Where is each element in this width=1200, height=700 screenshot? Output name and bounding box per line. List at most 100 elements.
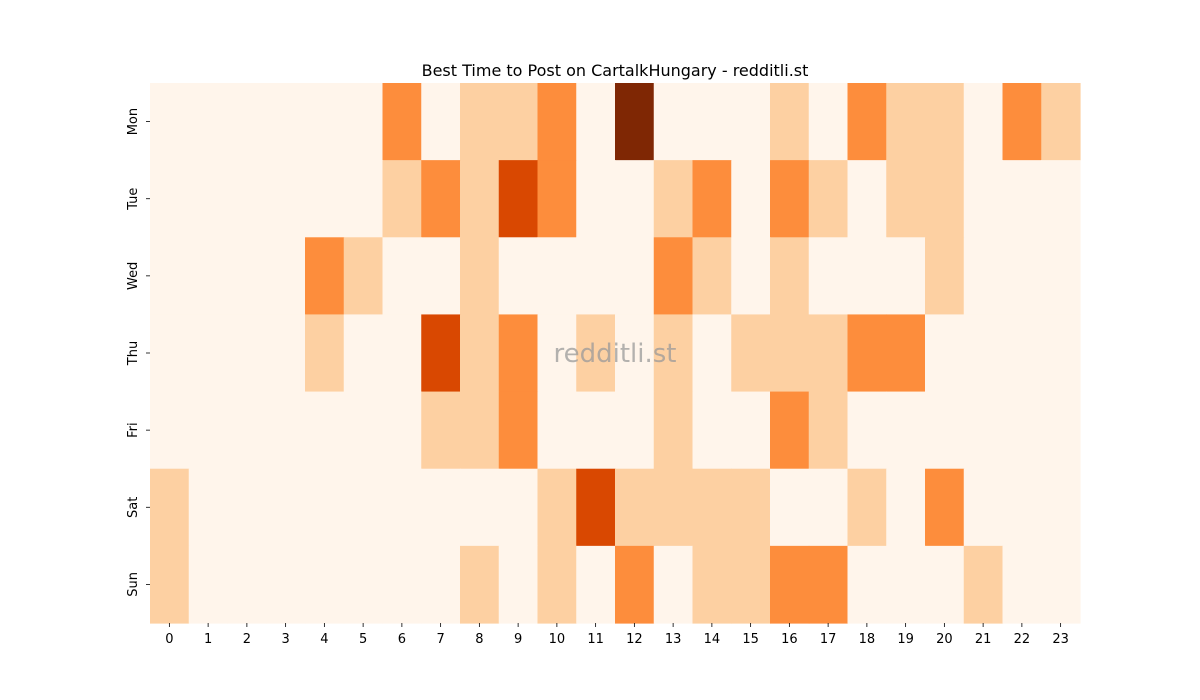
heatmap-cell [343,314,384,393]
heatmap-cell [653,160,694,238]
heatmap-cell [653,314,694,393]
x-tick-label: 22 [1014,632,1031,647]
heatmap-cell [460,391,500,470]
heatmap-cell [1002,391,1042,470]
heatmap-cell [498,391,539,470]
x-tick-label: 2 [243,632,251,647]
heatmap-cell [886,545,926,624]
heatmap-cell [576,83,616,161]
heatmap-cell [227,314,267,393]
heatmap-cell [963,468,1004,547]
heatmap-cell [886,160,926,238]
heatmap-cell [421,160,461,238]
heatmap-cell [343,391,384,470]
heatmap-cell [925,160,965,238]
y-tick-label: Wed [126,262,141,290]
heatmap-cell [1041,160,1081,238]
heatmap-cell [925,314,965,393]
heatmap-cell [343,468,384,547]
heatmap-cell [421,545,461,624]
heatmap-cell [498,83,539,161]
heatmap-cell [615,545,655,624]
heatmap-cell [847,391,887,470]
heatmap-cell [770,237,810,316]
heatmap-cell [188,314,229,393]
heatmap-cell [692,468,732,547]
heatmap-cell [266,237,306,316]
heatmap-cell [963,160,1004,238]
heatmap-cell [498,237,539,316]
x-tick-label: 20 [936,632,953,647]
heatmap-cell [537,237,577,316]
x-tick-label: 16 [781,632,798,647]
x-tick-label: 0 [165,632,173,647]
heatmap-cell [963,545,1004,624]
heatmap-cell [808,314,849,393]
heatmap-cell [1002,160,1042,238]
heatmap-cell [615,468,655,547]
heatmap-cell [731,237,771,316]
heatmap-cell [188,160,229,238]
heatmap-cell [266,314,306,393]
heatmap-cell [808,237,849,316]
heatmap-cell [498,545,539,624]
heatmap-cell [615,237,655,316]
heatmap-cell [925,468,965,547]
heatmap-cell [305,83,345,161]
y-tick-label: Thu [126,341,141,366]
heatmap-cell [886,391,926,470]
x-tick-label: 4 [320,632,328,647]
heatmap-cell [227,391,267,470]
heatmap-cell [731,314,771,393]
heatmap-cell [305,391,345,470]
heatmap-cell [343,545,384,624]
heatmap-cell [731,545,771,624]
heatmap-cell [576,391,616,470]
heatmap-cell [653,545,694,624]
heatmap-cell [188,83,229,161]
heatmap-cell [382,468,422,547]
heatmap-cell [1041,314,1081,393]
heatmap-cell [731,83,771,161]
heatmap-cell [925,391,965,470]
heatmap-cell [808,391,849,470]
x-tick-label: 9 [514,632,522,647]
heatmap-cell [770,545,810,624]
x-tick-label: 19 [897,632,914,647]
heatmap-cell [421,468,461,547]
heatmap-cell [498,314,539,393]
heatmap-cell [266,545,306,624]
heatmap-cell [925,237,965,316]
heatmap-cell [653,468,694,547]
heatmap-cell [150,468,190,547]
heatmap-cell [537,468,577,547]
x-tick-label: 17 [820,632,837,647]
heatmap-cell [227,545,267,624]
heatmap-cell [227,237,267,316]
heatmap-cell [576,160,616,238]
heatmap-cell [692,391,732,470]
heatmap-cell [808,160,849,238]
heatmap-cell [576,468,616,547]
heatmap-cell [460,160,500,238]
heatmap-cell [227,83,267,161]
heatmap-cell [615,160,655,238]
heatmap-cell [615,314,655,393]
x-tick-label: 15 [742,632,759,647]
x-tick-label: 23 [1052,632,1069,647]
heatmap-cell [266,83,306,161]
y-tick-label: Sat [126,497,141,518]
heatmap-cell [460,545,500,624]
heatmap-cells [150,83,1081,624]
heatmap-cell [653,83,694,161]
heatmap-cell [615,391,655,470]
heatmap-cell [305,314,345,393]
heatmap-cell [770,314,810,393]
heatmap-cell [653,391,694,470]
heatmap-cell [188,391,229,470]
heatmap-cell [770,83,810,161]
heatmap-cell [770,468,810,547]
heatmap-cell [1002,314,1042,393]
heatmap-cell [886,468,926,547]
